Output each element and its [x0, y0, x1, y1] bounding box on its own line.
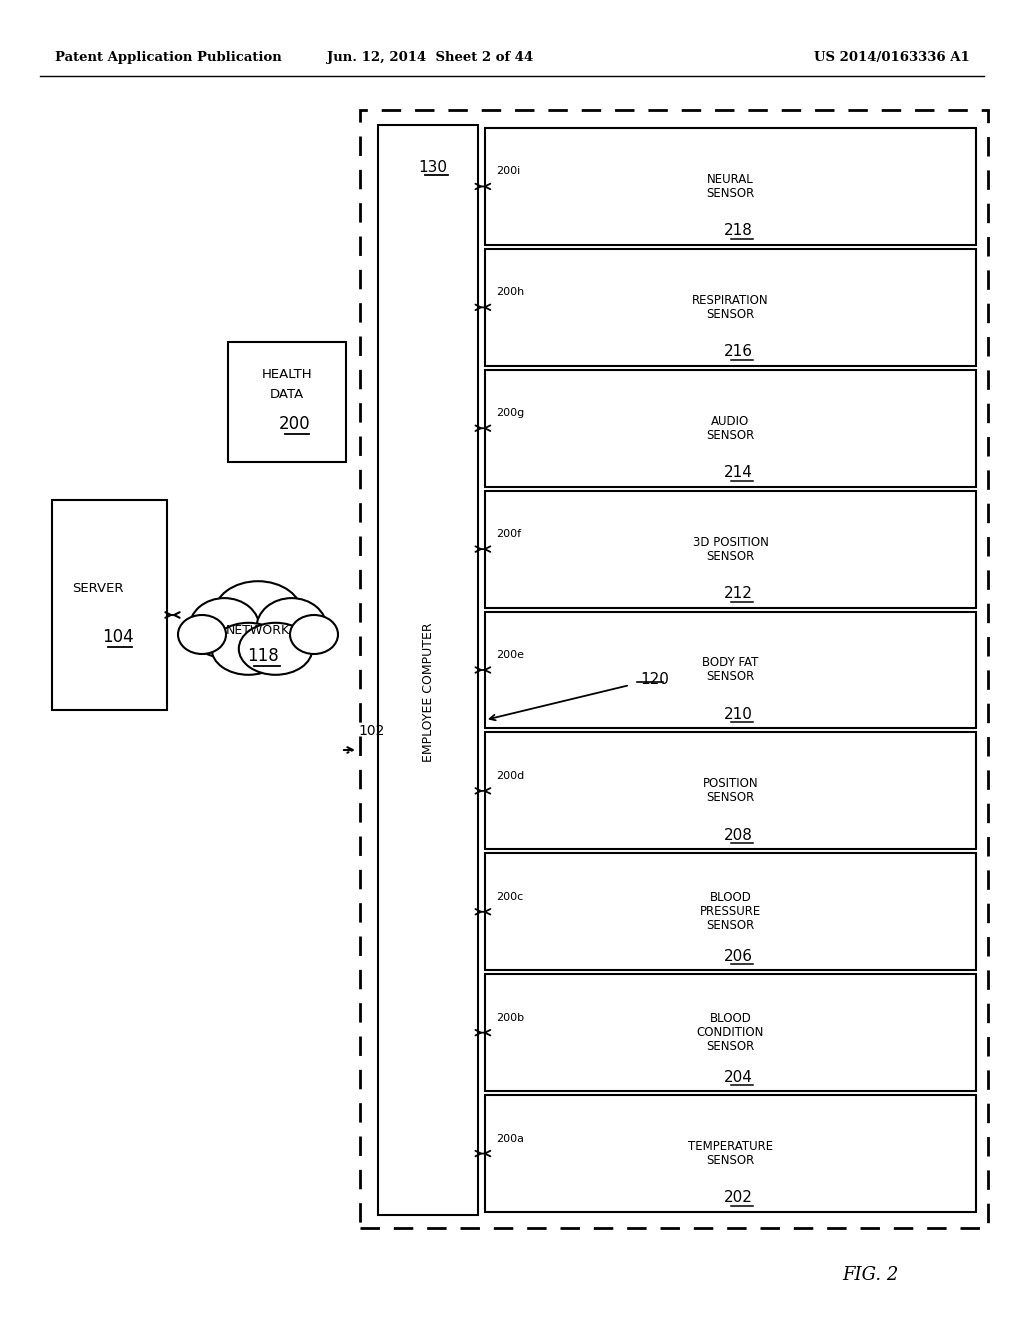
Text: US 2014/0163336 A1: US 2014/0163336 A1	[814, 51, 970, 65]
Text: NEURAL: NEURAL	[708, 173, 754, 186]
Text: SERVER: SERVER	[72, 582, 123, 595]
Text: FIG. 2: FIG. 2	[842, 1266, 898, 1284]
Text: 200g: 200g	[496, 408, 524, 418]
Bar	[485, 733, 976, 849]
Bar	[378, 125, 478, 1214]
Text: 102: 102	[358, 723, 384, 738]
Text: 118: 118	[247, 647, 279, 665]
Text: POSITION: POSITION	[702, 777, 759, 791]
Bar	[485, 128, 976, 246]
Text: SENSOR: SENSOR	[707, 308, 755, 321]
Text: 3D POSITION: 3D POSITION	[692, 536, 768, 549]
Text: 130: 130	[419, 160, 447, 174]
Text: 210: 210	[724, 708, 753, 722]
Text: BODY FAT: BODY FAT	[702, 656, 759, 669]
Text: 200h: 200h	[496, 288, 524, 297]
Bar	[485, 611, 976, 729]
Text: DATA: DATA	[270, 388, 304, 400]
Text: SENSOR: SENSOR	[707, 429, 755, 442]
Text: 206: 206	[724, 949, 753, 964]
Ellipse shape	[256, 598, 327, 657]
Text: 104: 104	[101, 627, 133, 645]
Text: 200d: 200d	[496, 771, 524, 781]
Text: Patent Application Publication: Patent Application Publication	[55, 51, 282, 65]
Text: HEALTH: HEALTH	[262, 367, 312, 380]
Ellipse shape	[239, 623, 312, 675]
Text: 204: 204	[724, 1069, 753, 1085]
Text: BLOOD: BLOOD	[710, 891, 752, 904]
Text: SENSOR: SENSOR	[707, 919, 755, 932]
Text: 200b: 200b	[496, 1012, 524, 1023]
Text: 212: 212	[724, 586, 753, 601]
Text: AUDIO: AUDIO	[712, 414, 750, 428]
Text: SENSOR: SENSOR	[707, 671, 755, 684]
Text: 216: 216	[724, 345, 753, 359]
Text: 202: 202	[724, 1191, 753, 1205]
Ellipse shape	[214, 581, 302, 647]
Text: TEMPERATURE: TEMPERATURE	[688, 1140, 773, 1154]
Ellipse shape	[189, 598, 260, 657]
Bar	[485, 491, 976, 607]
Text: SENSOR: SENSOR	[707, 1040, 755, 1053]
Bar	[485, 1096, 976, 1212]
Bar	[485, 853, 976, 970]
Text: RESPIRATION: RESPIRATION	[692, 294, 769, 306]
Text: CONDITION: CONDITION	[696, 1026, 764, 1039]
Text: EMPLOYEE COMPUTER: EMPLOYEE COMPUTER	[422, 622, 434, 762]
Text: NETWORK: NETWORK	[226, 624, 290, 638]
Ellipse shape	[212, 623, 286, 675]
Ellipse shape	[290, 615, 338, 653]
Bar	[485, 370, 976, 487]
Text: Jun. 12, 2014  Sheet 2 of 44: Jun. 12, 2014 Sheet 2 of 44	[327, 51, 534, 65]
Text: 200e: 200e	[496, 649, 524, 660]
Text: SENSOR: SENSOR	[707, 792, 755, 804]
Text: 120: 120	[640, 672, 669, 688]
Text: 200f: 200f	[496, 529, 521, 539]
Bar	[52, 500, 167, 710]
Text: PRESSURE: PRESSURE	[699, 906, 761, 919]
Text: 218: 218	[724, 223, 753, 239]
Bar	[228, 342, 346, 462]
Text: SENSOR: SENSOR	[707, 187, 755, 199]
Bar	[485, 974, 976, 1092]
Text: BLOOD: BLOOD	[710, 1012, 752, 1026]
Text: SENSOR: SENSOR	[707, 549, 755, 562]
Text: SENSOR: SENSOR	[707, 1154, 755, 1167]
Text: 200a: 200a	[496, 1134, 524, 1143]
Text: 200i: 200i	[496, 166, 520, 177]
Text: 208: 208	[724, 828, 753, 843]
Bar	[360, 110, 988, 1228]
Text: 214: 214	[724, 465, 753, 480]
Text: 200c: 200c	[496, 892, 523, 902]
Text: 200: 200	[280, 414, 311, 433]
Bar	[485, 249, 976, 366]
Ellipse shape	[178, 615, 226, 653]
